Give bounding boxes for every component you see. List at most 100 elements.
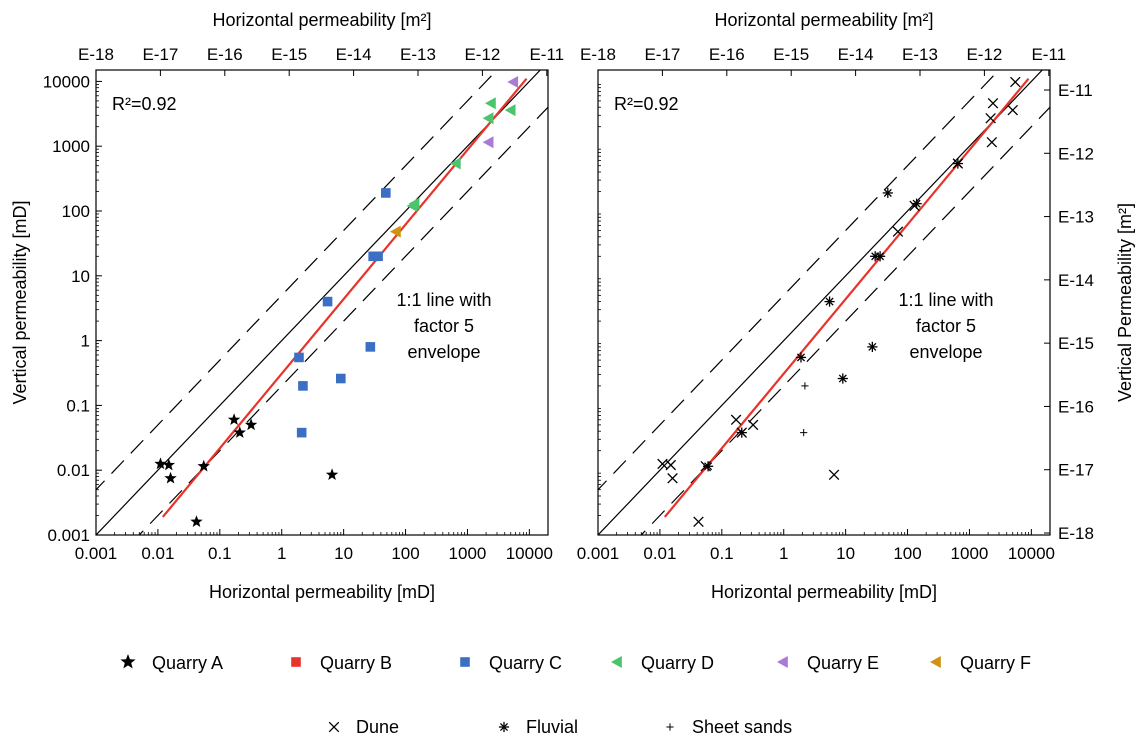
legend-item-quarry-e: Quarry E: [777, 653, 879, 673]
top-tick-label: E-15: [271, 45, 307, 64]
data-point: [296, 427, 307, 438]
x-tick-label: 1: [779, 544, 788, 563]
plot-frame: [597, 69, 1051, 536]
x-tick-label: 100: [893, 544, 921, 563]
series-quarry-d: [406, 97, 516, 212]
y-tick-label: 0.01: [57, 461, 90, 480]
data-point: [368, 251, 378, 262]
x-axis-label: Horizontal permeability [mD]: [209, 582, 435, 602]
legend-label: Quarry E: [807, 653, 879, 673]
x-tick-label: 100: [391, 544, 419, 563]
data-point: [233, 426, 246, 438]
right-axis-label: Vertical Permeability [m²]: [1115, 203, 1135, 402]
legend-marker: [498, 721, 510, 733]
legend-label: Sheet sands: [692, 717, 792, 737]
top-tick-label: E-12: [464, 45, 500, 64]
top-tick-label: E-17: [644, 45, 680, 64]
top-tick-label: E-16: [207, 45, 243, 64]
top-tick-label: E-11: [1031, 45, 1066, 64]
legend-marker: [460, 657, 470, 667]
data-point: [322, 296, 333, 307]
y-tick-label: 1: [81, 332, 90, 351]
data-point: [800, 429, 808, 437]
legend-item-quarry-b: Quarry B: [291, 653, 392, 673]
data-point: [381, 188, 391, 198]
right-tick-label: E-18: [1058, 524, 1094, 543]
legend-item-quarry-a: Quarry A: [120, 653, 223, 673]
data-point: [449, 157, 461, 170]
legend-label: Fluvial: [526, 717, 578, 737]
legend-marker: [930, 656, 941, 668]
x-axis-label: Horizontal permeability [mD]: [711, 582, 937, 602]
x-tick-label: 0.1: [710, 544, 734, 563]
data-point: [190, 515, 203, 528]
y-tick-label: 10000: [43, 72, 90, 91]
top-axis-label: Horizontal permeability [m²]: [714, 10, 933, 30]
series-quarry-f: [389, 225, 401, 238]
data-point: [197, 459, 210, 472]
data-point: [667, 473, 678, 484]
series-dune: [657, 76, 1021, 528]
series-sheet-sands: [800, 382, 809, 437]
x-tick-label: 10000: [506, 544, 553, 563]
data-point: [1007, 104, 1018, 116]
legend-marker: [328, 721, 340, 733]
x-tick-label: 1000: [449, 544, 487, 563]
right-tick-label: E-11: [1058, 81, 1093, 100]
top-tick-label: E-16: [709, 45, 745, 64]
legend-label: Quarry F: [960, 653, 1031, 673]
right-tick-label: E-13: [1058, 208, 1094, 227]
y-tick-label: 0.001: [47, 526, 90, 545]
right-tick-label: E-16: [1058, 397, 1094, 416]
data-point: [874, 251, 886, 262]
data-point: [162, 458, 175, 471]
data-point: [824, 296, 835, 307]
data-point: [1010, 76, 1021, 88]
x-tick-label: 1: [277, 544, 286, 563]
top-tick-label: E-13: [902, 45, 938, 64]
y-tick-label: 100: [62, 202, 90, 221]
top-tick-label: E-13: [400, 45, 436, 64]
annotation-line: factor 5: [414, 316, 474, 336]
x-tick-label: 10: [836, 544, 855, 563]
fit-line: [663, 78, 1030, 518]
data-point: [867, 341, 878, 352]
data-point: [828, 469, 840, 481]
data-point: [336, 373, 346, 384]
x-tick-label: 0.001: [577, 544, 620, 563]
annotation-line: 1:1 line with: [396, 290, 491, 310]
data-point: [730, 414, 742, 426]
data-point: [837, 373, 848, 384]
series-fluvial: [702, 158, 963, 472]
data-point: [795, 352, 807, 363]
data-point: [702, 461, 714, 472]
data-point: [482, 136, 494, 149]
legend-label: Quarry B: [320, 653, 392, 673]
data-point: [985, 112, 996, 124]
legend-item-quarry-d: Quarry D: [611, 653, 714, 673]
data-point: [484, 97, 496, 110]
top-tick-label: E-14: [336, 45, 372, 64]
legend-label: Quarry C: [489, 653, 562, 673]
right-tick-label: E-12: [1058, 144, 1094, 163]
legend-marker: [120, 654, 136, 669]
top-tick-label: E-18: [580, 45, 616, 64]
x-tick-label: 10000: [1008, 544, 1055, 563]
x-tick-label: 10: [334, 544, 353, 563]
data-point: [892, 226, 904, 237]
x-tick-label: 0.01: [643, 544, 676, 563]
data-point: [736, 427, 747, 438]
legend-item-dune: Dune: [328, 717, 399, 737]
legend-marker: [666, 723, 674, 731]
x-tick-label: 0.01: [141, 544, 174, 563]
y-tick-label: 1000: [52, 137, 90, 156]
data-point: [747, 419, 759, 431]
plot-area: [96, 70, 548, 535]
data-point: [325, 468, 339, 481]
data-point: [801, 382, 809, 390]
legend-label: Quarry A: [152, 653, 223, 673]
data-point: [911, 198, 922, 209]
annotation-line: envelope: [909, 342, 982, 362]
